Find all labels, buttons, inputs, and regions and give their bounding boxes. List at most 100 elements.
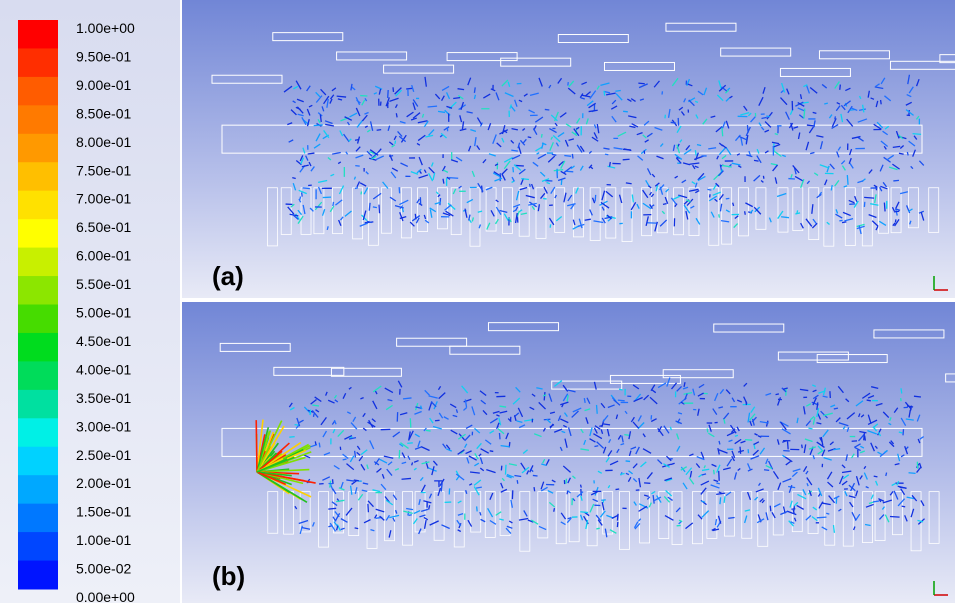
velocity-vector [448, 178, 458, 179]
velocity-vector [581, 489, 582, 496]
velocity-vector [616, 489, 620, 490]
velocity-vector [292, 178, 295, 179]
panel-label: (b) [212, 561, 245, 591]
velocity-vector [319, 443, 320, 448]
colorbar-label: 1.00e-01 [76, 532, 131, 548]
velocity-vector [554, 508, 555, 512]
velocity-vector [707, 189, 711, 190]
velocity-vector [410, 418, 411, 427]
velocity-vector [564, 155, 571, 156]
velocity-vector [626, 183, 632, 184]
velocity-vector [402, 478, 411, 479]
velocity-vector [534, 487, 535, 491]
color-swatch [18, 20, 58, 49]
velocity-vector [740, 447, 741, 454]
velocity-vector [605, 154, 608, 155]
colorbar: 1.00e+009.50e-019.00e-018.50e-018.00e-01… [0, 0, 180, 603]
velocity-vector [824, 103, 828, 104]
color-swatch [18, 191, 58, 220]
velocity-vector [817, 517, 827, 518]
panel-b: (b) [182, 302, 955, 603]
velocity-vector [310, 410, 311, 415]
velocity-vector [886, 473, 887, 476]
colorbar-label: 4.50e-01 [76, 333, 131, 349]
color-swatch [18, 48, 58, 77]
color-swatch [18, 390, 58, 419]
colorbar-label: 8.50e-01 [76, 105, 131, 121]
velocity-vector [313, 413, 314, 416]
velocity-vector [766, 116, 770, 117]
color-swatch [18, 418, 58, 447]
velocity-vector [638, 83, 644, 84]
velocity-vector [745, 211, 746, 214]
colorbar-label: 3.00e-01 [76, 418, 131, 434]
velocity-vector [373, 207, 377, 208]
velocity-vector [881, 100, 882, 104]
velocity-vector [289, 437, 294, 438]
velocity-vector [355, 166, 359, 167]
velocity-vector [726, 198, 730, 199]
velocity-vector [623, 111, 628, 112]
velocity-vector [902, 506, 906, 507]
velocity-vector [572, 154, 573, 159]
colorbar-label: 2.50e-01 [76, 447, 131, 463]
figure: 1.00e+009.50e-019.00e-018.50e-018.00e-01… [0, 0, 955, 603]
color-swatch [18, 134, 58, 163]
colorbar-label: 9.00e-01 [76, 77, 131, 93]
color-swatch [18, 219, 58, 248]
velocity-vector [584, 398, 585, 403]
velocity-vector [719, 214, 720, 217]
velocity-vector [826, 513, 829, 514]
velocity-vector [355, 140, 359, 141]
velocity-vector [733, 203, 734, 206]
colorbar-label: 4.00e-01 [76, 361, 131, 377]
velocity-vector [440, 198, 441, 205]
colorbar-label: 5.00e-01 [76, 305, 131, 321]
velocity-vector [899, 153, 904, 154]
colorbar-label: 2.00e-01 [76, 475, 131, 491]
velocity-vector [781, 217, 789, 218]
velocity-vector [724, 419, 725, 424]
color-swatch [18, 105, 58, 134]
velocity-vector [407, 443, 413, 444]
velocity-vector [533, 475, 538, 476]
velocity-vector [379, 205, 380, 214]
velocity-vector [320, 115, 321, 122]
velocity-vector [722, 127, 723, 136]
colorbar-label: 6.00e-01 [76, 248, 131, 264]
velocity-vector [615, 90, 620, 91]
velocity-vector [618, 400, 625, 401]
velocity-vector [513, 167, 514, 172]
velocity-vector [842, 222, 846, 223]
velocity-vector [745, 440, 752, 441]
velocity-vector [695, 150, 696, 155]
velocity-vector [412, 462, 413, 465]
velocity-vector [368, 504, 369, 512]
color-swatch [18, 276, 58, 305]
velocity-vector [874, 476, 878, 477]
velocity-vector [499, 433, 500, 439]
velocity-vector [833, 525, 834, 533]
color-swatch [18, 561, 58, 590]
color-swatch [18, 361, 58, 390]
velocity-vector [315, 441, 316, 444]
velocity-vector [695, 101, 698, 102]
velocity-vector [300, 197, 301, 200]
velocity-vector [913, 134, 922, 135]
velocity-vector [406, 88, 412, 89]
color-swatch [18, 532, 58, 561]
velocity-vector [864, 433, 865, 440]
velocity-vector [597, 405, 598, 414]
velocity-vector [671, 122, 676, 123]
velocity-vector [735, 435, 738, 436]
velocity-vector [697, 145, 701, 146]
velocity-vector [303, 188, 310, 189]
velocity-vector [894, 211, 899, 212]
velocity-vector [580, 512, 588, 513]
velocity-vector [802, 445, 803, 449]
velocity-vector [907, 152, 908, 155]
velocity-vector [361, 191, 362, 194]
velocity-vector [788, 441, 789, 449]
velocity-vector [623, 149, 631, 150]
velocity-vector [544, 392, 545, 400]
